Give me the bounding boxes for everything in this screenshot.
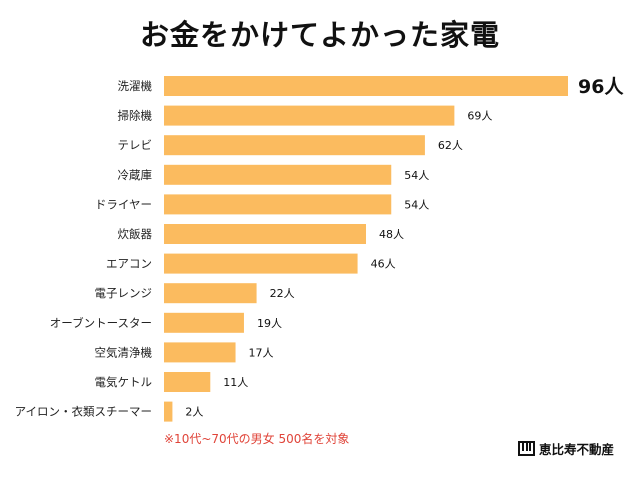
bar [164,342,236,363]
value-label: 22人 [270,287,295,300]
value-label: 17人 [249,346,274,359]
value-label: 62人 [438,139,463,152]
bar [164,372,211,392]
value-label: 69人 [467,110,492,123]
chart-title: お金をかけてよかった家電 [139,18,500,52]
category-label: 電気ケトル [95,375,153,389]
category-label: エアコン [106,257,152,271]
value-label: 11人 [223,376,248,389]
category-label: 炊飯器 [118,227,153,241]
category-label: 洗濯機 [118,79,153,93]
bar [164,194,392,215]
value-label: 2人 [185,406,203,419]
bar [164,283,257,304]
category-label: 電子レンジ [95,286,153,300]
bar [164,76,568,96]
category-label: 掃除機 [118,109,153,123]
category-label: オーブントースター [50,316,152,330]
category-label: 空気清浄機 [95,345,153,359]
bar [164,224,366,244]
bar [164,135,425,156]
value-label: 19人 [257,317,282,330]
category-label: テレビ [118,138,153,152]
brand-name: 恵比寿不動産 [539,442,615,457]
category-label: アイロン・衣類スチーマー [15,405,152,419]
bar [164,253,358,274]
brand-logo-icon [518,441,535,456]
category-label: 冷蔵庫 [118,168,153,182]
bar [164,164,392,185]
bar [164,312,244,333]
value-label: 54人 [404,169,429,182]
footnote: ※10代~70代の男女 500名を対象 [164,432,350,446]
value-label: 48人 [379,228,404,241]
value-label: 54人 [404,198,429,211]
category-label: ドライヤー [95,197,152,211]
bar [164,105,455,126]
value-label: 46人 [371,258,396,271]
brand-logo: 恵比寿不動産 [518,439,614,458]
bar [164,401,173,422]
value-label: 96人 [578,76,624,98]
